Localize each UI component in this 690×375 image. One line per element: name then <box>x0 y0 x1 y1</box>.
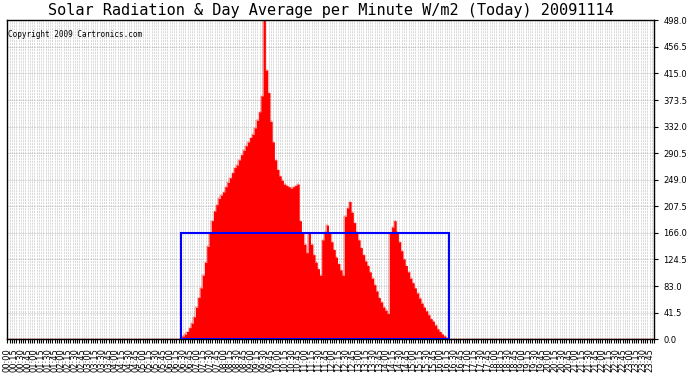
Bar <box>181 233 449 339</box>
Text: Copyright 2009 Cartronics.com: Copyright 2009 Cartronics.com <box>8 30 142 39</box>
Title: Solar Radiation & Day Average per Minute W/m2 (Today) 20091114: Solar Radiation & Day Average per Minute… <box>48 3 613 18</box>
